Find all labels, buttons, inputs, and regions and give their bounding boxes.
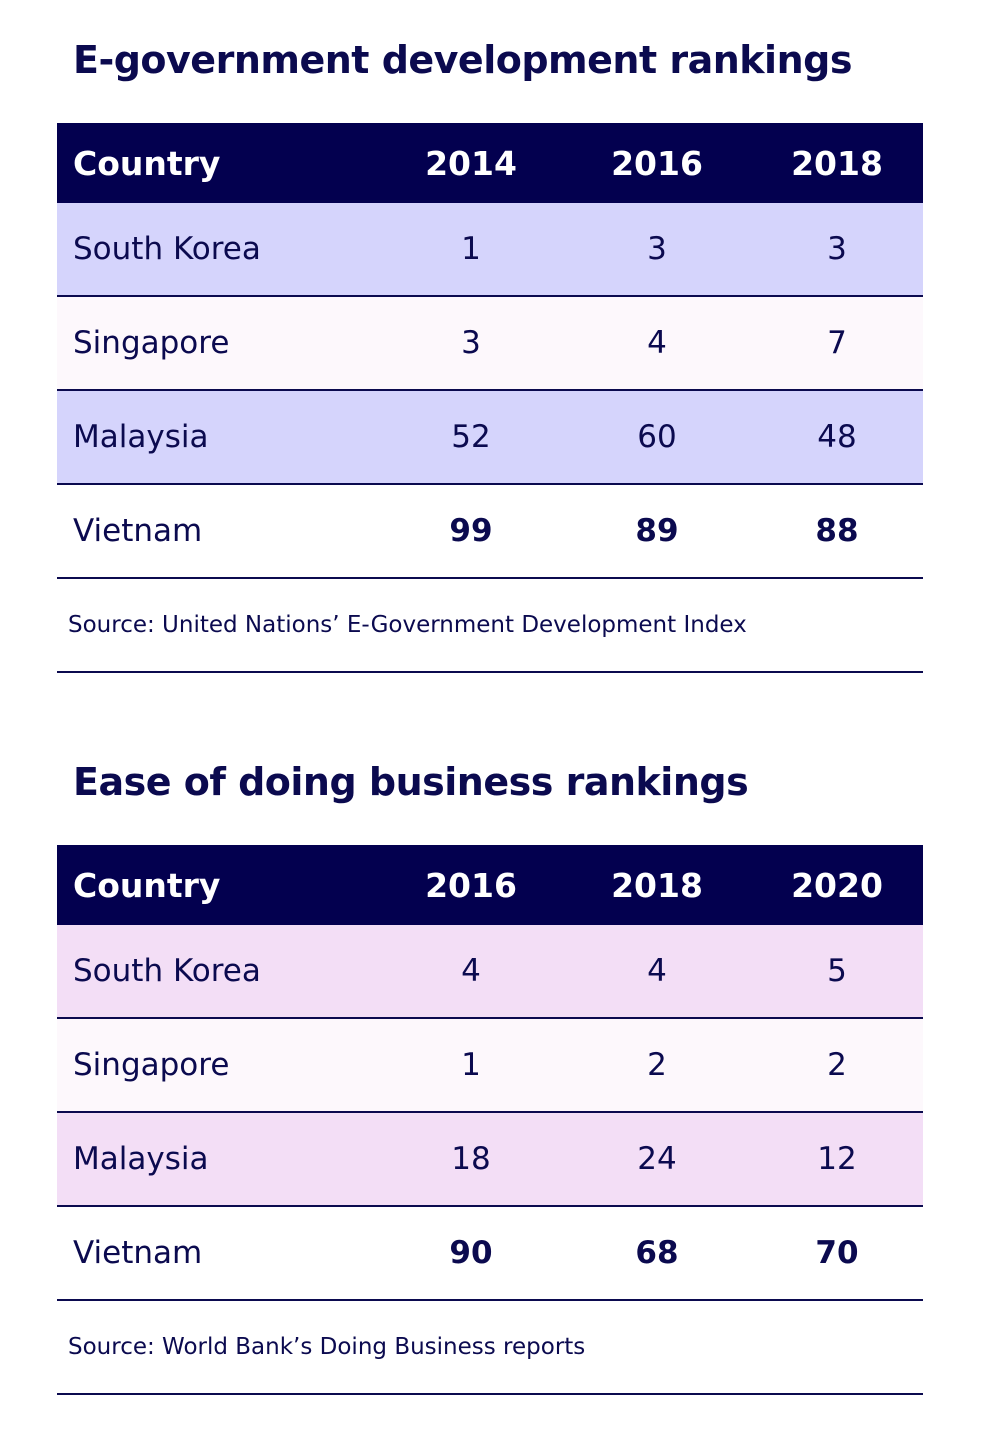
table-title: Ease of doing business rankings [73, 760, 749, 804]
column-header: 2018 [611, 865, 703, 905]
column-header: 2016 [611, 143, 703, 183]
rank-cell: 68 [635, 1235, 679, 1271]
egov-rankings-table: Country 2014 2016 2018 South Korea 1 3 3 Singapo… [57, 123, 923, 673]
rank-cell: 12 [817, 1141, 857, 1177]
rank-cell: 7 [827, 325, 847, 361]
table-row: Vietnam 99 89 88 [57, 485, 923, 579]
column-header: Country [73, 143, 221, 183]
column-header: 2018 [791, 143, 883, 183]
source-note: Source: United Nations’ E-Government Dev… [57, 579, 923, 673]
country-cell: South Korea [73, 953, 261, 989]
table-row: Singapore 1 2 2 [57, 1019, 923, 1113]
table-row: South Korea 4 4 5 [57, 925, 923, 1019]
country-cell: Malaysia [73, 1141, 209, 1177]
table-row: Singapore 3 4 7 [57, 297, 923, 391]
rank-cell: 88 [815, 513, 859, 549]
country-cell: Vietnam [73, 1235, 203, 1271]
rank-cell: 70 [815, 1235, 859, 1271]
rank-cell: 18 [451, 1141, 491, 1177]
rank-cell: 90 [449, 1235, 493, 1271]
rank-cell: 4 [647, 325, 667, 361]
rank-cell: 48 [817, 419, 857, 455]
rank-cell: 5 [827, 953, 847, 989]
rank-cell: 3 [461, 325, 481, 361]
column-header: 2014 [425, 143, 517, 183]
rank-cell: 99 [449, 513, 493, 549]
rank-cell: 60 [637, 419, 677, 455]
column-header: 2016 [425, 865, 517, 905]
rank-cell: 2 [827, 1047, 847, 1083]
country-cell: Malaysia [73, 419, 209, 455]
rank-cell: 3 [647, 231, 667, 267]
rank-cell: 1 [461, 1047, 481, 1083]
table-row: Malaysia 52 60 48 [57, 391, 923, 485]
rank-cell: 3 [827, 231, 847, 267]
country-cell: South Korea [73, 231, 261, 267]
column-header: Country [73, 865, 221, 905]
rank-cell: 89 [635, 513, 679, 549]
rank-cell: 2 [647, 1047, 667, 1083]
column-header: 2020 [791, 865, 883, 905]
table-row: Malaysia 18 24 12 [57, 1113, 923, 1207]
rank-cell: 4 [647, 953, 667, 989]
table-header-row: Country 2016 2018 2020 [57, 845, 923, 925]
rank-cell: 24 [637, 1141, 677, 1177]
rank-cell: 52 [451, 419, 491, 455]
rank-cell: 4 [461, 953, 481, 989]
table-title: E-government development rankings [73, 38, 852, 82]
table-row: Vietnam 90 68 70 [57, 1207, 923, 1301]
country-cell: Singapore [73, 325, 230, 361]
business-rankings-table: Country 2016 2018 2020 South Korea 4 4 5 Singapo… [57, 845, 923, 1395]
table-row: South Korea 1 3 3 [57, 203, 923, 297]
table-header-row: Country 2014 2016 2018 [57, 123, 923, 203]
country-cell: Singapore [73, 1047, 230, 1083]
source-note: Source: World Bank’s Doing Business repo… [57, 1301, 923, 1395]
country-cell: Vietnam [73, 513, 203, 549]
rank-cell: 1 [461, 231, 481, 267]
